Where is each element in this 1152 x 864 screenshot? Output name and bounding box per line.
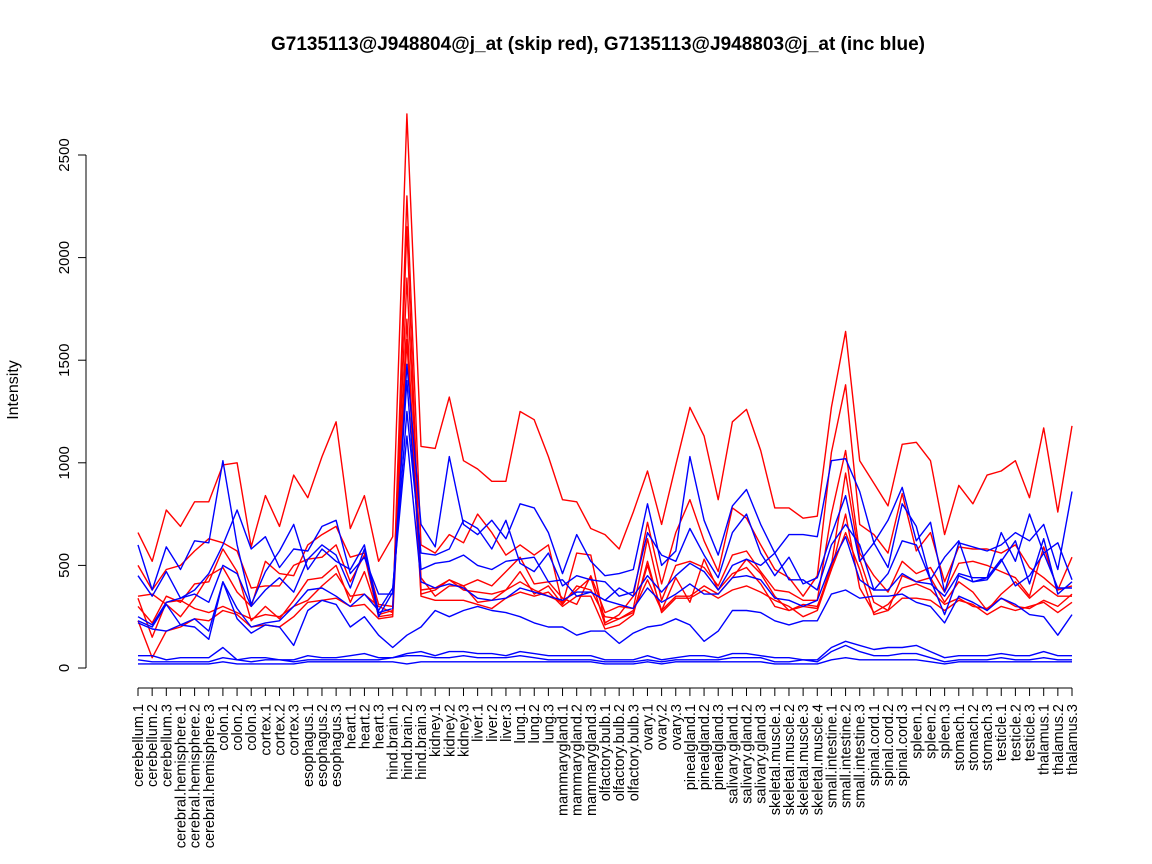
x-tick-label: spleen.3	[938, 704, 954, 759]
x-tick-label: kidney.1	[428, 704, 444, 757]
x-tick-label: skeletal.muscle.2	[782, 704, 798, 815]
x-tick-label: spleen.1	[909, 704, 925, 759]
x-tick-label: cerebral.hemisphere.1	[173, 704, 189, 848]
x-tick-label: spinal.cord.2	[881, 704, 897, 786]
x-tick-label: cerebellum.2	[145, 704, 161, 787]
x-tick-label: colon.2	[230, 704, 246, 751]
x-tick-label: esophagus.2	[315, 704, 331, 787]
x-tick-label: olfactory.bulb.1	[598, 704, 614, 801]
x-tick-label: small.intestine.3	[853, 704, 869, 808]
x-tick-label: salivary.gland.2	[740, 704, 756, 804]
x-tick-label: olfactory.bulb.2	[612, 704, 628, 801]
series-line-inc-14	[138, 657, 1072, 665]
x-tick-label: cortex.3	[287, 704, 303, 756]
x-tick-label: cerebellum.1	[131, 704, 147, 787]
y-tick-label: 1000	[56, 446, 73, 479]
y-tick-label: 0	[56, 664, 73, 672]
x-tick-label: small.intestine.2	[839, 704, 855, 808]
x-tick-label: stomach.1	[952, 704, 968, 771]
y-tick-label: 500	[56, 553, 73, 578]
x-tick-label: lung.2	[527, 704, 543, 744]
y-axis-label: Intensity	[5, 360, 22, 420]
x-tick-label: mammarygland.3	[584, 704, 600, 816]
series-line-inc-9	[137, 380, 1073, 626]
series-line-skip-6	[137, 339, 1073, 659]
x-tick-label: kidney.2	[442, 704, 458, 757]
series-line-inc-8	[137, 410, 1073, 599]
x-tick-label: small.intestine.1	[824, 704, 840, 808]
x-tick-label: mammarygland.1	[556, 704, 572, 816]
series-line-inc-12	[138, 640, 1072, 661]
x-tick-label: pinealgland.3	[711, 704, 727, 790]
x-tick-label: olfactory.bulb.3	[626, 704, 642, 801]
x-tick-label: cerebral.hemisphere.3	[202, 704, 218, 848]
x-tick-label: ovary.1	[640, 704, 656, 750]
x-tick-label: cortex.1	[258, 704, 274, 756]
y-tick-label: 1500	[56, 344, 73, 377]
series-line-skip-2	[137, 195, 1073, 624]
x-tick-label: thalamus.2	[1051, 704, 1067, 775]
series-line-inc-13	[137, 644, 1072, 663]
y-axis: 0 500 1000 1500 2000 2500	[56, 138, 87, 672]
x-tick-label: spinal.cord.1	[867, 704, 883, 786]
series-line-skip-1	[137, 113, 1073, 562]
x-tick-label: stomach.2	[966, 704, 982, 771]
x-axis: cerebellum.1cerebellum.2cerebellum.3cere…	[131, 687, 1081, 848]
x-tick-label: skeletal.muscle.4	[810, 704, 826, 815]
series-line-inc-7	[137, 363, 1073, 614]
x-tick-label: esophagus.1	[301, 704, 317, 787]
x-tick-label: mammarygland.2	[570, 704, 586, 816]
x-tick-label: cerebral.hemisphere.2	[188, 704, 204, 848]
x-tick-label: skeletal.muscle.1	[768, 704, 784, 815]
x-tick-label: cortex.2	[273, 704, 289, 756]
x-tick-label: pinealgland.2	[697, 704, 713, 790]
y-tick-label: 2000	[56, 241, 73, 274]
x-tick-label: thalamus.1	[1037, 704, 1053, 775]
x-tick-label: lung.3	[541, 704, 557, 744]
x-tick-label: ovary.2	[655, 704, 671, 750]
x-tick-label: skeletal.muscle.3	[796, 704, 812, 815]
x-tick-label: cerebellum.3	[159, 704, 175, 787]
y-tick-label: 2500	[56, 138, 73, 171]
x-tick-label: heart.2	[357, 704, 373, 749]
x-tick-label: testicle.3	[1023, 704, 1039, 761]
x-tick-label: liver.2	[485, 704, 501, 742]
series-group	[137, 113, 1073, 665]
x-tick-label: heart.1	[343, 704, 359, 749]
x-tick-label: hind.brain.2	[400, 704, 416, 780]
x-tick-label: spinal.cord.3	[895, 704, 911, 786]
x-tick-label: colon.1	[216, 704, 232, 751]
x-tick-label: pinealgland.1	[683, 704, 699, 790]
chart-title: G7135113@J948804@j_at (skip red), G71351…	[271, 34, 925, 55]
x-tick-label: colon.3	[244, 704, 260, 751]
x-tick-label: ovary.3	[669, 704, 685, 750]
series-line-inc-10	[137, 435, 1072, 632]
x-tick-label: stomach.3	[980, 704, 996, 771]
series-line-inc-11	[137, 581, 1073, 649]
x-tick-label: esophagus.3	[329, 704, 345, 787]
series-line-skip-3	[137, 277, 1073, 618]
x-tick-label: liver.3	[499, 704, 515, 742]
x-tick-label: testicle.2	[1008, 704, 1024, 761]
x-tick-label: salivary.gland.3	[754, 704, 770, 804]
x-tick-label: hind.brain.3	[414, 704, 430, 780]
x-tick-label: lung.1	[513, 704, 529, 744]
x-tick-label: heart.3	[372, 704, 388, 749]
x-tick-label: kidney.3	[456, 704, 472, 757]
x-tick-label: spleen.2	[923, 704, 939, 759]
x-tick-label: hind.brain.1	[386, 704, 402, 780]
x-tick-label: salivary.gland.1	[725, 704, 741, 804]
x-tick-label: liver.1	[471, 704, 487, 742]
x-tick-label: testicle.1	[994, 704, 1010, 761]
x-tick-label: thalamus.3	[1065, 704, 1081, 775]
